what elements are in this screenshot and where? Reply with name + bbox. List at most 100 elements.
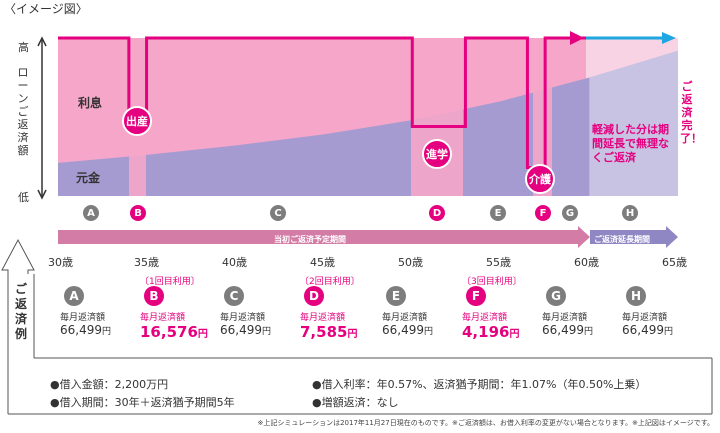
payment-letter: E (386, 286, 406, 306)
payment-block-d: 〔2回目利用〕 D 毎月返済額 7,585円 (300, 274, 380, 341)
y-axis-title: ローンご返済額 (17, 66, 29, 157)
payment-amount: 66,499円 (542, 323, 622, 337)
age-tick-30: 30歳 (48, 256, 73, 269)
y-axis-arrow-top (37, 36, 47, 47)
payment-amount-value: 66,499 (60, 323, 102, 337)
payment-usage (382, 274, 462, 286)
payment-amount: 66,499円 (60, 323, 140, 337)
original-period-label: 当初ご返済予定期間 (274, 235, 346, 244)
payment-usage: 〔3回目利用〕 (462, 277, 522, 287)
period-bars (58, 226, 678, 248)
care-drop-area (533, 38, 552, 196)
phase-letter-c: C (270, 205, 286, 221)
payment-block-c: C 毎月返済額 66,499円 (220, 274, 300, 337)
y-axis-low-label: 低 (18, 191, 29, 204)
event-school-badge: 進学 (422, 139, 452, 169)
payment-amount: 66,499円 (382, 323, 462, 337)
phase-letter-f: F (535, 205, 551, 221)
payment-unit: 円 (197, 329, 208, 340)
age-tick-45: 45歳 (310, 256, 335, 269)
event-birth-badge: 出産 (122, 106, 152, 136)
payment-title: 毎月返済額 (140, 313, 186, 323)
age-tick-35: 35歳 (134, 256, 159, 269)
y-axis-arrow-bottom (37, 189, 47, 200)
example-side-label: ご返済例 (14, 282, 27, 341)
example-bracket (1, 238, 713, 415)
payment-unit: 円 (664, 327, 674, 337)
payment-amount: 7,585円 (300, 323, 380, 341)
payment-usage (220, 274, 300, 286)
payment-unit: 円 (584, 327, 594, 337)
age-tick-65: 65歳 (662, 256, 687, 269)
phase-letter-h: H (622, 205, 638, 221)
footnote: ※上記シミュレーションは2017年11月27日現在のものです。※ご返済額は、お借… (257, 419, 715, 427)
payment-amount-value: 16,576 (140, 323, 198, 341)
interest-label: 利息 (78, 96, 103, 110)
extend-note: 軽減した分は期間延長で無理なくご返済 (592, 123, 669, 164)
original-period-bar (58, 226, 590, 248)
page-title: 〈イメージ図〉 (4, 2, 88, 16)
payment-arrow-head (570, 31, 584, 45)
payment-amount-value: 66,499 (382, 323, 424, 337)
payment-letter: F (466, 286, 486, 306)
completion-label: ご返済完了！ (680, 80, 702, 145)
payment-unit: 円 (347, 329, 358, 340)
payment-letter: B (144, 286, 164, 306)
payment-title: 毎月返済額 (382, 313, 428, 323)
condition-prepay: ●増額返済：なし (312, 396, 399, 409)
payment-amount-value: 7,585 (300, 323, 348, 341)
payment-title: 毎月返済額 (220, 313, 266, 323)
payment-unit: 円 (509, 329, 520, 340)
payment-block-b: 〔1回目利用〕 B 毎月返済額 16,576円 (140, 274, 220, 341)
phase-letter-g: G (562, 205, 578, 221)
payment-letter: G (546, 286, 566, 306)
age-tick-55: 55歳 (486, 256, 511, 269)
payment-unit: 円 (424, 327, 434, 337)
condition-period: ●借入期間：30年＋返済猶予期間5年 (50, 396, 235, 409)
payment-block-f: 〔3回目利用〕 F 毎月返済額 4,196円 (462, 274, 542, 341)
payment-title: 毎月返済額 (60, 313, 106, 323)
payment-letter: D (304, 286, 324, 306)
principal-label: 元金 (76, 171, 101, 185)
payment-usage (622, 274, 702, 286)
up-arrow-outline (1, 238, 35, 414)
payment-title: 毎月返済額 (462, 313, 508, 323)
payment-title: 毎月返済額 (300, 313, 346, 323)
payment-block-e: E 毎月返済額 66,499円 (382, 274, 462, 337)
payment-letter: A (64, 286, 84, 306)
condition-loan-amount: ●借入金額：2,200万円 (50, 378, 169, 391)
payment-unit: 円 (102, 327, 112, 337)
age-tick-60: 60歳 (574, 256, 599, 269)
payment-usage: 〔1回目利用〕 (140, 277, 200, 287)
payment-title: 毎月返済額 (622, 313, 668, 323)
y-axis-high-label: 高 (18, 41, 29, 54)
payment-amount-value: 66,499 (622, 323, 664, 337)
phase-letter-b: B (130, 205, 146, 221)
payment-amount: 66,499円 (622, 323, 702, 337)
age-tick-50: 50歳 (398, 256, 423, 269)
payment-amount: 4,196円 (462, 323, 542, 341)
extended-period-label: ご返済延長期間 (594, 235, 650, 244)
extended-arrow-head (662, 32, 676, 44)
chart-plot (37, 31, 678, 200)
event-care-badge: 介護 (525, 164, 555, 194)
payment-letter: C (224, 286, 244, 306)
payment-block-h: H 毎月返済額 66,499円 (622, 274, 702, 337)
payment-block-g: G 毎月返済額 66,499円 (542, 274, 622, 337)
condition-rate: ●借入利率：年0.57%、返済猶予期間：年1.07%（年0.50%上乗） (312, 378, 647, 391)
payment-amount-value: 66,499 (220, 323, 262, 337)
payment-letter: H (626, 286, 646, 306)
extended-period-bar (590, 226, 678, 248)
payment-usage (542, 274, 622, 286)
phase-letter-e: E (490, 205, 506, 221)
phase-letter-d: D (429, 205, 445, 221)
payment-usage (60, 274, 140, 286)
age-tick-40: 40歳 (222, 256, 247, 269)
payment-amount-value: 4,196 (462, 323, 510, 341)
phase-letter-a: A (83, 205, 99, 221)
school-drop-area (411, 38, 463, 196)
extended-principal-area (589, 50, 678, 196)
payment-block-a: A 毎月返済額 66,499円 (60, 274, 140, 337)
payment-unit: 円 (262, 327, 272, 337)
payment-usage: 〔2回目利用〕 (300, 277, 360, 287)
